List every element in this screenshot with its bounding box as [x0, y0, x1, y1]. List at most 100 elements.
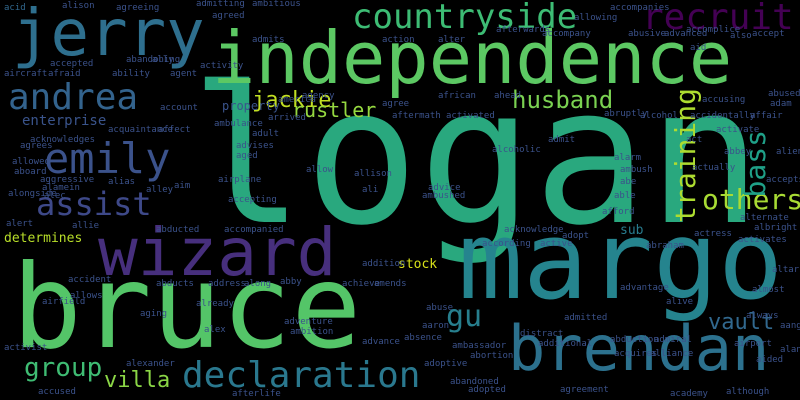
word-address: address [208, 279, 246, 289]
word-alex: alex [204, 325, 226, 335]
word-admitted: admitted [564, 313, 608, 323]
word-alamein: alamein [42, 183, 80, 193]
word-assist: assist [36, 185, 152, 223]
word-alarm: alarm [614, 153, 642, 163]
word-adopted: adopted [468, 385, 506, 395]
word-adam: adam [770, 99, 792, 109]
word-abused: abused [768, 89, 800, 99]
word-alliance: alliance [650, 349, 694, 359]
word-accompany: accompany [542, 29, 591, 39]
word-aircraft: aircraft [4, 69, 48, 79]
word-alternate: alternate [740, 213, 789, 223]
word-bruce: bruce [12, 240, 362, 375]
word-allowed: allowed [12, 157, 50, 167]
word-advice: advice [428, 183, 461, 193]
word-agency: agency [302, 91, 335, 101]
word-abraham: abraham [646, 241, 684, 251]
word-accidentally: accidentally [690, 111, 756, 121]
word-aided: aided [756, 355, 784, 365]
word-acknowledge: acknowledge [504, 225, 564, 235]
word-accepting: accepting [228, 195, 277, 205]
word-aid: aid [690, 43, 707, 53]
word-alien: alien [776, 147, 800, 157]
word-advance: advance [362, 337, 400, 347]
word-jerry: jerry [12, 0, 205, 71]
word-abuse: abuse [426, 303, 454, 313]
word-alley: alley [146, 185, 174, 195]
word-adopt: adopt [562, 231, 590, 241]
word-adoptive: adoptive [424, 359, 468, 369]
word-activity: activity [200, 61, 244, 71]
word-recruit: recruit [642, 0, 794, 38]
word-bass: bass [739, 130, 772, 198]
word-alert: alert [6, 219, 34, 229]
word-allowing: allowing [574, 13, 618, 23]
word-abduction: abduction [610, 335, 659, 345]
word-aboard: aboard [14, 167, 47, 177]
word-aftermath: aftermath [392, 111, 441, 121]
word-sub: sub [620, 223, 644, 238]
word-aang: aang [780, 321, 800, 331]
word-account: account [160, 103, 198, 113]
word-admit: admit [548, 135, 576, 145]
word-accepted: accepted [50, 59, 94, 69]
word-advanced: advanced [664, 29, 708, 39]
word-adventure: adventure [284, 317, 333, 327]
word-addition: addition [362, 259, 406, 269]
word-wizard: wizard [98, 214, 337, 291]
word-activated: activated [446, 111, 495, 121]
word-ambush: ambush [620, 165, 653, 175]
word-others: others [702, 183, 800, 216]
word-additional: additional [538, 339, 593, 349]
word-admitting: admitting [196, 0, 245, 9]
word-agreeing: agreeing [116, 3, 160, 13]
word-alter: alter [438, 35, 466, 45]
word-absence: absence [404, 333, 442, 343]
word-ambition: ambition [290, 327, 334, 337]
word-accepts: accepts [766, 175, 800, 185]
word-alive: alive [666, 297, 694, 307]
word-distract: distract [520, 329, 564, 339]
word-vault: vault [708, 310, 775, 335]
word-brendan: brendan [508, 312, 770, 385]
word-acknowledges: acknowledges [30, 135, 96, 145]
word-activate: activate [716, 125, 760, 135]
word-advises: advises [236, 141, 274, 151]
word-logan: logan [190, 46, 762, 267]
word-ability: ability [112, 69, 150, 79]
word-aim: aim [174, 181, 191, 191]
word-although: although [726, 387, 770, 397]
word-airport: airport [734, 339, 772, 349]
word-altar: altar [772, 265, 800, 275]
word-accused: accused [38, 387, 76, 397]
word-accompanies: accompanies [610, 3, 670, 13]
word-agreement: agreement [560, 385, 609, 395]
word-act: act [686, 135, 703, 145]
word-afraid: afraid [48, 69, 81, 79]
word-training: training [669, 88, 702, 223]
word-emily: emily [44, 134, 171, 183]
word-group: group [24, 353, 103, 383]
word-ali: ali [362, 185, 379, 195]
word-almost: almost [752, 285, 785, 295]
word-agent: agent [170, 69, 198, 79]
word-abortion: abortion [470, 351, 514, 361]
word-arrived: arrived [268, 113, 306, 123]
word-ambulance: ambulance [214, 119, 263, 129]
word-property: property [222, 99, 280, 113]
word-alongside: alongside [8, 189, 57, 199]
word-affect: affect [158, 125, 191, 135]
word-gu: gu [446, 299, 483, 334]
word-activist: activist [4, 343, 48, 353]
word-allie: allie [72, 221, 100, 231]
word-active: active [540, 239, 573, 249]
word-ahead: ahead [494, 91, 522, 101]
word-allison: allison [354, 169, 392, 179]
word-action: action [382, 35, 415, 45]
word-accept: accept [752, 29, 785, 39]
word-advantage: advantage [620, 283, 669, 293]
word-countryside: countryside [352, 0, 578, 37]
word-airplane: airplane [218, 175, 262, 185]
word-alcoholic: alcoholic [492, 145, 541, 155]
word-villa: villa [104, 368, 171, 393]
